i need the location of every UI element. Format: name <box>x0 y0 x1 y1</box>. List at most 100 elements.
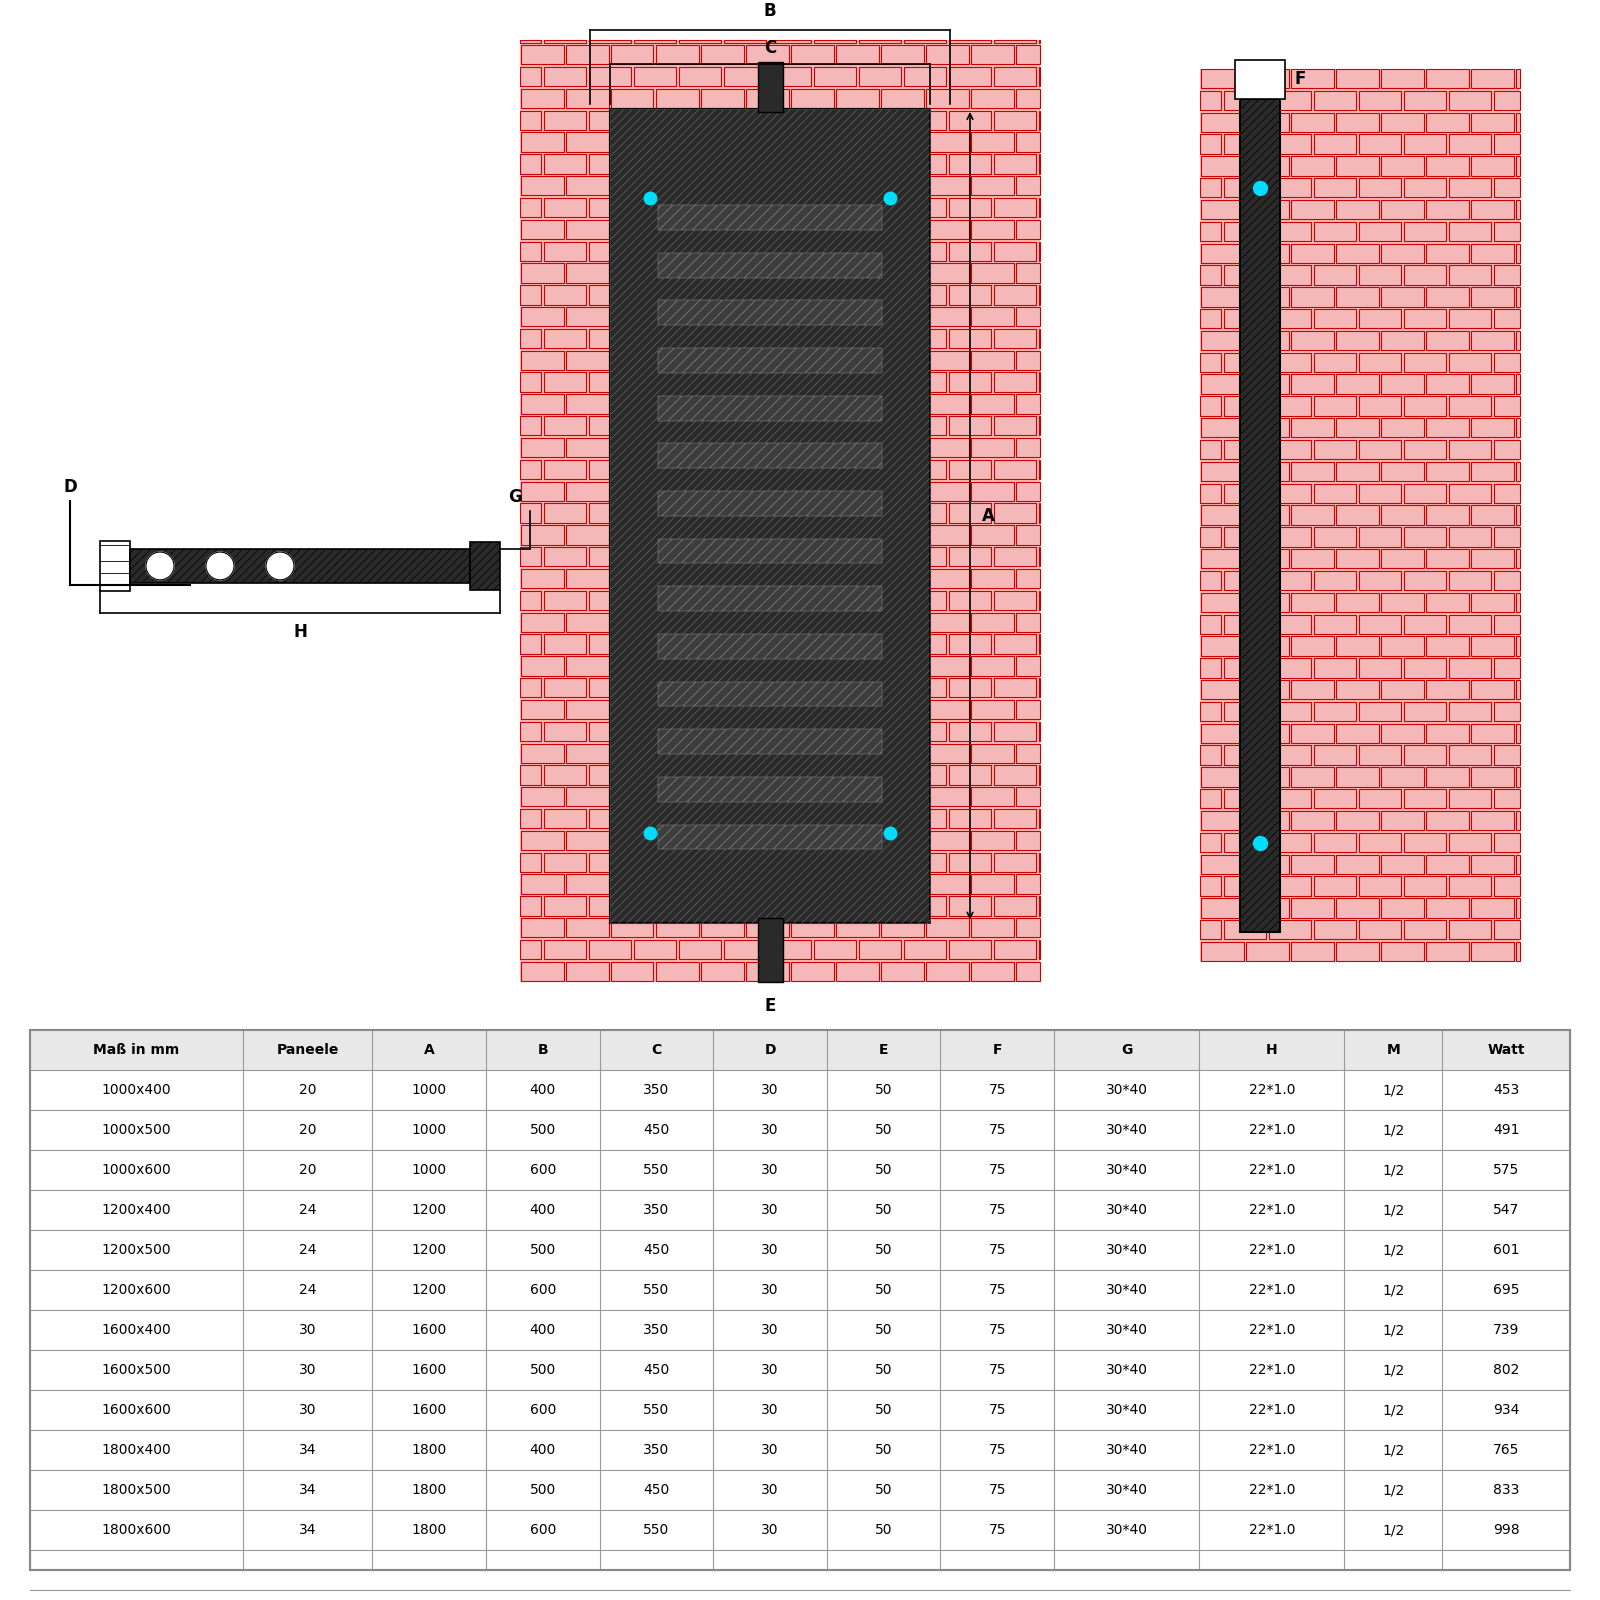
Text: 50: 50 <box>875 1443 893 1458</box>
Bar <box>544 722 586 741</box>
Bar <box>971 787 1013 806</box>
Bar <box>1403 920 1446 939</box>
Bar <box>1426 942 1469 962</box>
Text: G: G <box>1122 1043 1133 1058</box>
Text: 34: 34 <box>299 1523 317 1538</box>
Bar <box>658 395 882 421</box>
Bar <box>544 590 586 610</box>
Bar <box>656 307 699 326</box>
Bar <box>790 45 834 64</box>
Bar <box>723 154 766 173</box>
Text: 1200: 1200 <box>411 1283 446 1298</box>
Bar <box>589 67 630 86</box>
Bar <box>544 853 586 872</box>
Bar <box>1336 200 1379 219</box>
Bar <box>746 525 789 544</box>
Bar <box>1426 112 1469 131</box>
Bar <box>1426 768 1469 787</box>
Bar <box>1381 549 1424 568</box>
Bar <box>1291 854 1333 874</box>
Bar <box>701 962 744 981</box>
Bar <box>813 853 856 872</box>
Bar <box>1517 200 1520 219</box>
Text: 24: 24 <box>299 1203 317 1218</box>
Bar <box>859 722 901 741</box>
Bar <box>1224 746 1266 765</box>
Bar <box>1426 331 1469 350</box>
Bar <box>611 176 653 195</box>
Bar <box>926 219 968 238</box>
Bar <box>1358 352 1402 371</box>
Bar <box>971 264 1013 283</box>
Bar <box>678 939 722 960</box>
Bar <box>634 504 675 523</box>
Bar <box>678 416 722 435</box>
Bar <box>768 765 811 784</box>
Bar <box>678 504 722 523</box>
Bar <box>1016 350 1040 370</box>
Bar <box>656 962 699 981</box>
Bar <box>1291 286 1333 307</box>
Bar <box>1269 134 1310 154</box>
Text: F: F <box>1294 70 1306 88</box>
Bar <box>658 205 882 230</box>
Bar <box>1202 723 1243 742</box>
Bar <box>768 810 811 829</box>
Bar <box>1517 768 1520 787</box>
Bar <box>835 787 878 806</box>
Text: 22*1.0: 22*1.0 <box>1248 1123 1294 1138</box>
Bar <box>790 962 834 981</box>
Bar <box>949 722 990 741</box>
Bar <box>589 939 630 960</box>
Bar <box>835 394 878 414</box>
Bar <box>656 613 699 632</box>
Text: 600: 600 <box>530 1403 555 1418</box>
Bar <box>859 198 901 218</box>
Bar <box>1448 658 1491 677</box>
Bar <box>701 176 744 195</box>
Bar <box>1314 614 1357 634</box>
Bar <box>1224 397 1266 416</box>
Bar <box>566 133 608 152</box>
Bar <box>1202 200 1243 219</box>
Bar <box>1336 157 1379 176</box>
Bar <box>790 88 834 109</box>
Bar <box>701 918 744 938</box>
Bar <box>1493 658 1520 677</box>
Bar <box>926 787 968 806</box>
Bar <box>1426 592 1469 613</box>
Bar <box>723 285 766 304</box>
Bar <box>790 264 834 283</box>
Bar <box>1448 702 1491 722</box>
Bar <box>746 88 789 109</box>
Bar <box>1336 331 1379 350</box>
Bar <box>813 110 856 130</box>
Bar <box>971 133 1013 152</box>
Bar <box>1448 571 1491 590</box>
Bar <box>1246 637 1288 656</box>
Bar <box>1224 832 1266 853</box>
Bar <box>611 787 653 806</box>
Bar <box>904 547 946 566</box>
Bar <box>746 613 789 632</box>
Bar <box>589 547 630 566</box>
Bar <box>882 613 923 632</box>
Bar <box>1269 178 1310 197</box>
Text: 75: 75 <box>989 1443 1006 1458</box>
Text: 30*40: 30*40 <box>1106 1443 1147 1458</box>
Bar <box>723 110 766 130</box>
Bar <box>1381 157 1424 176</box>
Bar <box>971 176 1013 195</box>
Bar <box>634 547 675 566</box>
Text: 75: 75 <box>989 1163 1006 1178</box>
Text: 75: 75 <box>989 1123 1006 1138</box>
Bar <box>1291 157 1333 176</box>
Bar <box>1336 811 1379 830</box>
Bar <box>1426 157 1469 176</box>
Text: 30: 30 <box>299 1323 317 1338</box>
Text: 1/2: 1/2 <box>1382 1203 1405 1218</box>
Bar <box>566 350 608 370</box>
Bar <box>566 482 608 501</box>
Bar <box>926 744 968 763</box>
Bar <box>949 67 990 86</box>
